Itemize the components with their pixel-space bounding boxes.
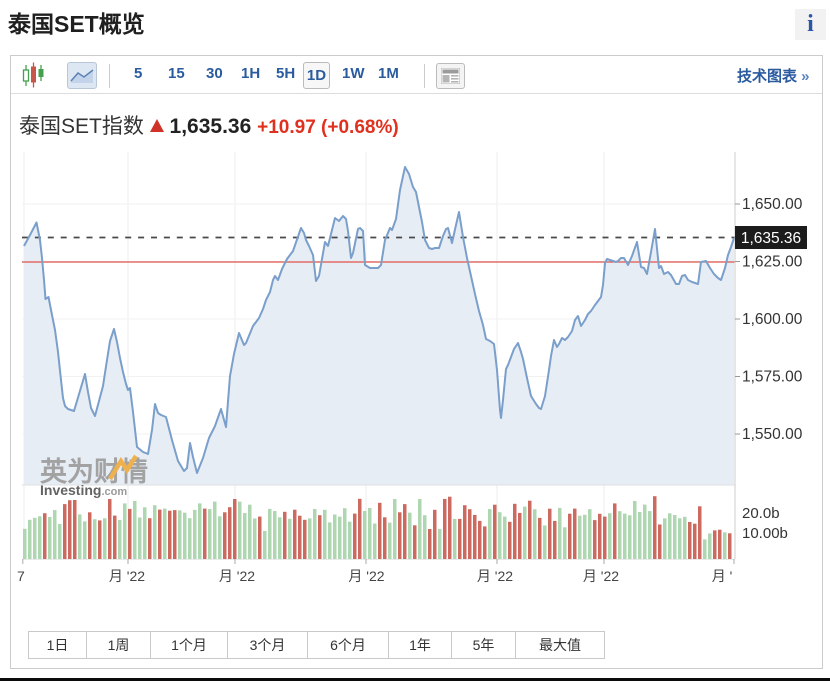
svg-text:月 ': 月 ' xyxy=(712,568,733,584)
svg-text:月 '22: 月 '22 xyxy=(219,568,255,584)
svg-text:月 '22: 月 '22 xyxy=(109,568,145,584)
svg-text:1,650.00: 1,650.00 xyxy=(742,196,803,213)
svg-text:10.00b: 10.00b xyxy=(742,525,788,542)
svg-text:月 '22: 月 '22 xyxy=(477,568,513,584)
svg-text:1,550.00: 1,550.00 xyxy=(742,426,803,443)
svg-text:7: 7 xyxy=(17,568,25,584)
svg-text:20.0b: 20.0b xyxy=(742,505,780,522)
svg-text:1,600.00: 1,600.00 xyxy=(742,311,803,328)
svg-text:1,625.00: 1,625.00 xyxy=(742,254,803,271)
svg-text:Investing.com: Investing.com xyxy=(40,482,127,498)
svg-text:月 '22: 月 '22 xyxy=(583,568,619,584)
svg-text:1,575.00: 1,575.00 xyxy=(742,369,803,386)
svg-text:月 '22: 月 '22 xyxy=(348,568,384,584)
svg-text:1,635.36: 1,635.36 xyxy=(741,230,801,247)
